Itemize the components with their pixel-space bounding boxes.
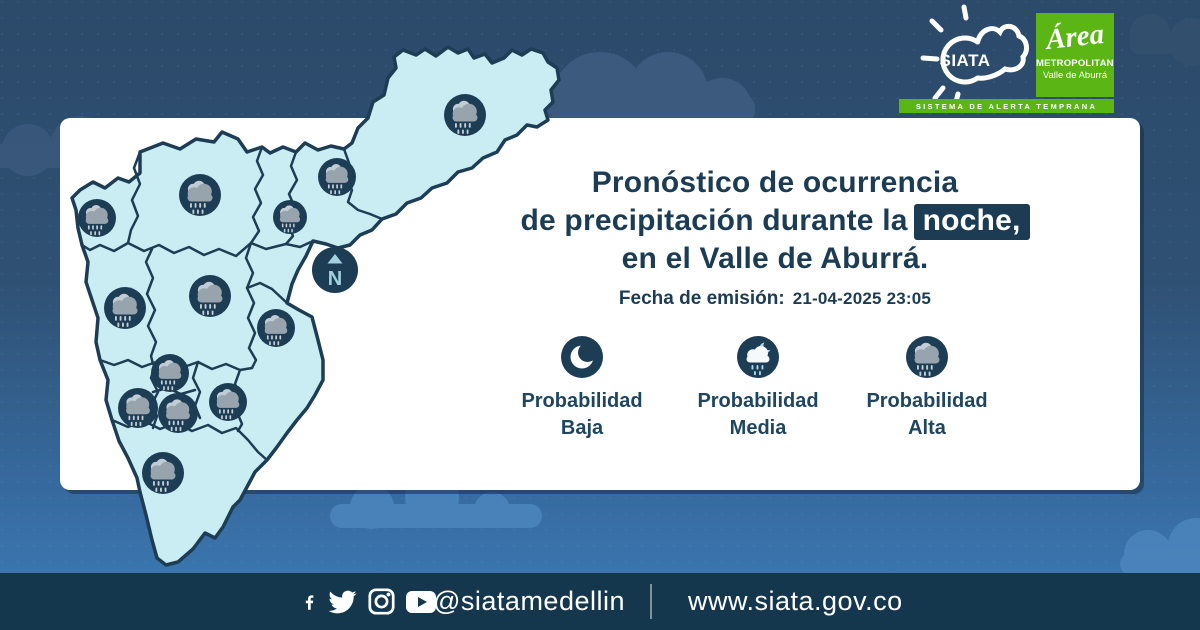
social-handle[interactable]: @siatamedellin — [433, 586, 625, 616]
twitter-icon[interactable] — [328, 588, 357, 616]
facebook-icon[interactable] — [300, 588, 317, 616]
moon-icon — [561, 336, 603, 378]
footer-divider — [650, 584, 652, 619]
emission-date: Fecha de emisión: 21-04-2025 23:05 — [430, 288, 1120, 310]
social-icons — [300, 573, 436, 630]
legend-label: Probabilidad — [521, 390, 643, 412]
cloud-heavy-rain-icon — [906, 336, 948, 378]
cloud-shape — [545, 52, 755, 148]
legend-label: Alta — [908, 417, 946, 439]
legend-item-media: Probabilidad Media — [663, 335, 853, 442]
legend-label: Baja — [560, 417, 604, 439]
footer-bar: @siatamedellin www.siata.gov.co — [0, 573, 1200, 630]
title-line-2: de precipitación durante la noche, — [430, 202, 1120, 240]
legend-label: Probabilidad — [697, 390, 819, 412]
legend-item-alta: Probabilidad Alta — [832, 335, 1022, 442]
siata-logo: SIATA — [893, 3, 1038, 99]
legend-label: Media — [729, 417, 787, 439]
area-logo-line2: Valle de Aburrá — [1042, 70, 1108, 81]
emission-value: 21-04-2025 23:05 — [792, 289, 932, 308]
area-logo-script: Área — [1044, 18, 1106, 56]
cloud-shape — [1130, 14, 1200, 66]
youtube-icon[interactable] — [406, 589, 436, 615]
emission-label: Fecha de emisión: — [618, 288, 785, 309]
siata-tagline: SISTEMA DE ALERTA TEMPRANA — [899, 99, 1114, 113]
siata-logo-text: SIATA — [940, 51, 991, 70]
cloud-shape — [1120, 518, 1200, 578]
title-line-3: en el Valle de Aburrá. — [621, 242, 929, 275]
card-title: Pronóstico de ocurrencia de precipitació… — [430, 164, 1120, 278]
legend-label: Probabilidad — [866, 390, 988, 412]
area-metropolitana-logo: Área METROPOLITANA Valle de Aburrá — [1036, 13, 1114, 97]
cloud-moon-drizzle-icon — [737, 336, 779, 378]
sun-cloud-icon — [920, 4, 1029, 99]
title-line-1: Pronóstico de ocurrencia — [591, 166, 959, 199]
area-logo-line1: METROPOLITANA — [1036, 58, 1114, 69]
legend-item-baja: Probabilidad Baja — [487, 335, 677, 442]
highlighted-word: noche, — [913, 204, 1030, 240]
website-link[interactable]: www.siata.gov.co — [688, 586, 903, 616]
instagram-icon[interactable] — [368, 588, 395, 615]
